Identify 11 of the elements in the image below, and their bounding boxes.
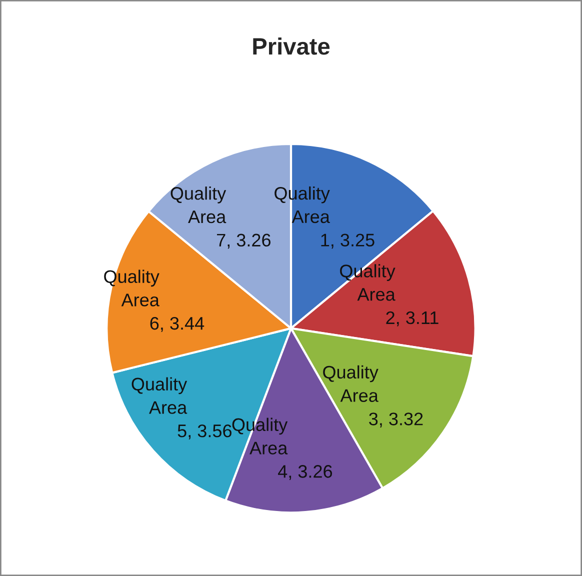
data-label: , 3.56: [188, 424, 232, 440]
chart-title: Private: [253, 37, 330, 55]
data-label: , 3.25: [332, 234, 374, 249]
slice-label: Quality Area 7: [170, 186, 226, 246]
slice-label: Quality Area 5: [132, 377, 188, 438]
data-label: , 3.11: [396, 311, 438, 326]
slice-label: Quality Area 3: [323, 365, 378, 426]
data-label: , 3.44: [161, 316, 204, 332]
data-label: , 3.26: [228, 234, 271, 249]
data-label: , 3.32: [380, 412, 423, 428]
data-label: , 3.26: [289, 465, 332, 480]
